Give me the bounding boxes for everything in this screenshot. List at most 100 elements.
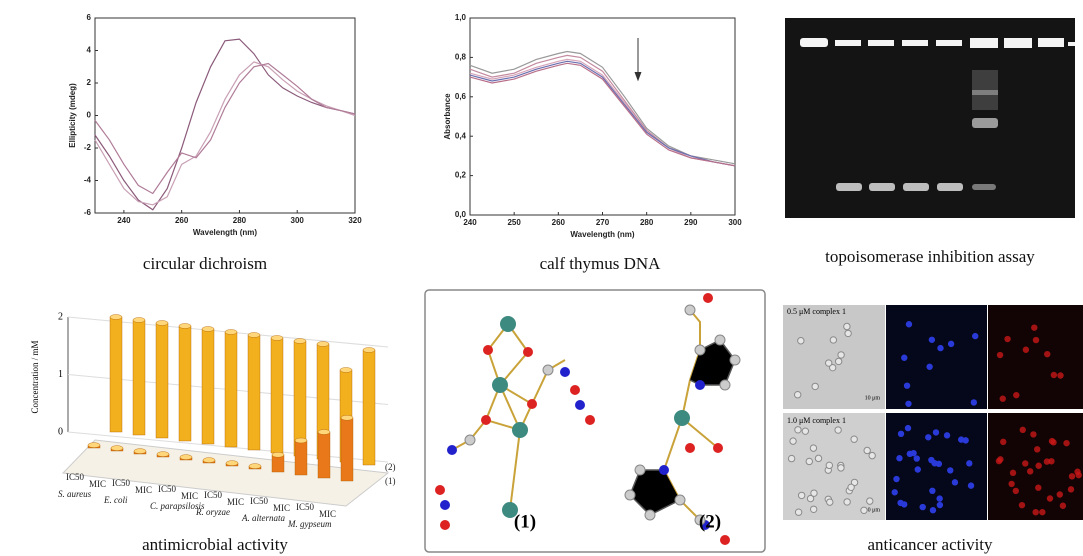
cell [848, 484, 854, 490]
x-tick-label: 300 [291, 216, 305, 225]
bar-body [156, 323, 168, 438]
cell [810, 445, 816, 451]
figure-canvas: (1) (2) 0.5 μM complex 1 1.0 μM complex … [0, 0, 1083, 556]
cell [794, 392, 800, 398]
cell [1010, 470, 1016, 476]
cell [928, 457, 934, 463]
bar-top [88, 443, 100, 448]
bar-top [272, 452, 284, 457]
bar-top [249, 464, 261, 469]
cell [1027, 468, 1033, 474]
cell [869, 452, 875, 458]
legend-label: (2) [385, 462, 396, 472]
cell [905, 401, 911, 407]
cell [1051, 372, 1057, 378]
cell [937, 345, 943, 351]
cell [1020, 427, 1026, 433]
bar-body [363, 350, 375, 465]
y-tick-label: -6 [84, 208, 92, 217]
cell [851, 436, 857, 442]
bar-top [134, 449, 146, 454]
cell [892, 489, 898, 495]
cell [905, 425, 911, 431]
cell [790, 438, 796, 444]
data-line [470, 52, 735, 164]
y-tick-label: 1,0 [455, 13, 467, 22]
bar-top [179, 324, 191, 329]
microscopy: 0.5 μM complex 1 1.0 μM complex 1 10 μm … [783, 305, 1083, 520]
bar-body [271, 338, 283, 453]
y-tick-label: 4 [87, 46, 92, 55]
image-label: 1.0 μM complex 1 [787, 416, 846, 425]
cell [898, 431, 904, 437]
cell [1013, 392, 1019, 398]
cell [826, 462, 832, 468]
bar [249, 464, 261, 469]
cell [947, 467, 953, 473]
cell [925, 434, 931, 440]
y-tick-label: 0,0 [455, 210, 467, 219]
cell [1068, 486, 1074, 492]
cell [933, 429, 939, 435]
plot-frame [95, 18, 355, 213]
x-tick-label: MIC [181, 491, 198, 501]
cell [1047, 495, 1053, 501]
cell [948, 341, 954, 347]
cell [1063, 440, 1069, 446]
bar-body [202, 329, 214, 444]
bar-top [225, 330, 237, 335]
x-tick-label: 320 [348, 216, 362, 225]
plot-frame [470, 18, 735, 215]
category-group-label: M. gypseum [287, 519, 332, 529]
bar [272, 452, 284, 472]
bar-top [340, 368, 352, 373]
arrow [635, 38, 641, 80]
cell [795, 427, 801, 433]
y-tick-label: 0,2 [455, 171, 467, 180]
cell [795, 509, 801, 515]
x-tick-label: IC50 [66, 472, 85, 482]
cell [1008, 481, 1014, 487]
cell [1034, 446, 1040, 452]
bar [88, 443, 100, 448]
bar [248, 333, 260, 451]
cell [1000, 396, 1006, 402]
bar [133, 318, 145, 436]
bar [156, 321, 168, 439]
caption: antimicrobial activity [142, 535, 288, 554]
x-tick-label: IC50 [158, 484, 177, 494]
y-tick-label: -4 [84, 176, 92, 185]
gel-image [785, 18, 1075, 218]
cell [812, 383, 818, 389]
cell [906, 321, 912, 327]
cell [915, 466, 921, 472]
x-tick-label: MIC [227, 497, 244, 507]
cell [944, 432, 950, 438]
bar [318, 430, 330, 479]
cell [936, 461, 942, 467]
cell [952, 479, 958, 485]
bar [341, 415, 353, 481]
bar-body [248, 335, 260, 450]
cell [914, 455, 920, 461]
cell [1031, 324, 1037, 330]
cell [907, 451, 913, 457]
cell [807, 495, 813, 501]
x-axis-label: Wavelength (nm) [570, 230, 634, 239]
y-tick-label: 2 [58, 311, 63, 322]
data-line [470, 59, 735, 165]
cell [1035, 485, 1041, 491]
cell [893, 476, 899, 482]
bar [226, 461, 238, 466]
cell [844, 323, 850, 329]
x-tick-label: IC50 [112, 478, 131, 488]
cell [830, 337, 836, 343]
cell [1050, 439, 1056, 445]
cell [845, 330, 851, 336]
cell [838, 465, 844, 471]
bar-top [341, 415, 353, 420]
bar-body [341, 418, 353, 481]
cell [968, 482, 974, 488]
bar-top [248, 333, 260, 338]
bar-body [179, 326, 191, 441]
